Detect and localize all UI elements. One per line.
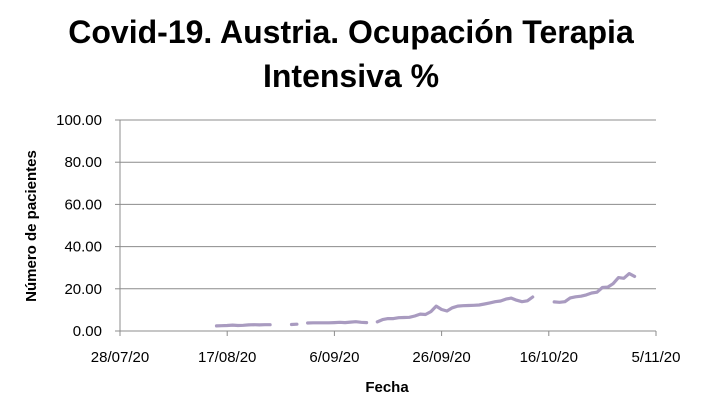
y-tick-labels: 0.00 20.00 40.00 60.00 80.00 100.00 [56,112,102,340]
y-tick-label: 20.00 [64,281,102,298]
chart-title-line-2: Intensiva % [262,58,440,94]
x-tick-label: 28/07/20 [91,349,149,366]
chart-title: Covid-19. Austria. Ocupación Terapia Int… [0,10,702,98]
x-tick-label: 17/08/20 [198,349,256,366]
x-axis-label: Fecha [365,379,409,396]
y-tick-label: 60.00 [64,196,102,213]
series-line-segment [552,272,637,304]
series-line-segment [306,320,369,325]
series-line-segment [375,295,535,324]
series-line-segment [214,323,272,328]
y-axis-label: Número de pacientes [23,150,40,302]
y-tick-label: 100.00 [56,112,102,129]
x-tick-label: 6/09/20 [309,349,359,366]
y-tick-label: 80.00 [64,154,102,171]
axes [119,120,657,336]
y-tick-label: 40.00 [64,239,102,256]
x-tick-label: 26/09/20 [412,349,470,366]
x-tick-label: 5/11/20 [632,349,681,366]
x-tick-label: 16/10/20 [520,349,578,366]
x-tick-labels: 28/07/20 17/08/20 6/09/20 26/09/20 16/10/20 5… [91,349,681,366]
chart-title-line-1: Covid-19. Austria. Ocupación Terapia [68,14,634,50]
series-lines [214,272,637,328]
gridlines [115,119,656,332]
y-tick-label: 0.00 [73,323,102,340]
